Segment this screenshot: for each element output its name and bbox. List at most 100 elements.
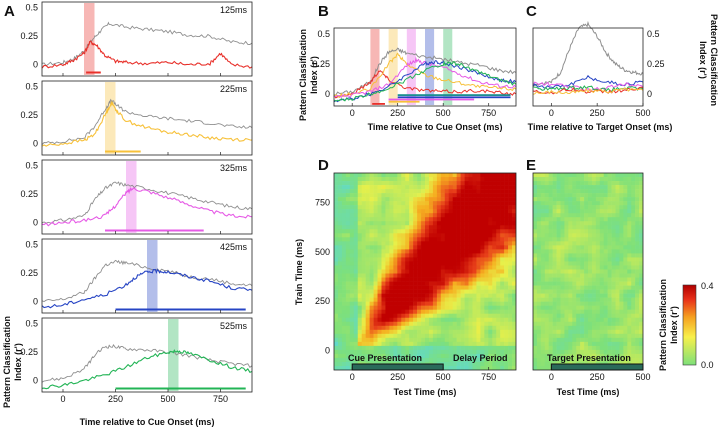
panel-d-cell [341, 321, 347, 327]
panel-e-cell [611, 189, 616, 194]
panel-d-cell [460, 209, 465, 214]
panel-d-cell [341, 333, 347, 339]
panel-e-cell [599, 181, 605, 186]
panel-d-cell [472, 313, 477, 319]
panel-d-cell [476, 301, 481, 306]
panel-d-cell [373, 233, 378, 238]
panel-d-cell [472, 365, 477, 370]
panel-d-cell [377, 173, 382, 178]
panel-d-cell [393, 209, 398, 214]
panel-d-cell [337, 241, 343, 246]
panel-d-cell [452, 309, 457, 315]
panel-d-cell [484, 209, 489, 214]
panel-e-cell [552, 353, 557, 359]
panel-d-cell [500, 177, 505, 182]
panel-e-cell [611, 341, 616, 347]
panel-d-cell [409, 285, 414, 290]
panel-d-cell [417, 349, 422, 355]
panel-d-cell [492, 337, 497, 343]
panel-d-cell [452, 269, 457, 274]
panel-d-cell [413, 261, 418, 266]
panel-e-cell [540, 229, 546, 234]
panel-d-cell [480, 293, 485, 298]
panel-e-cell [536, 257, 542, 262]
panel-e-cell [623, 225, 628, 230]
panel-e-cell [552, 269, 557, 274]
panel-e-cell [580, 221, 585, 226]
panel-e-cell [560, 193, 565, 198]
panel-d-cell [500, 341, 505, 347]
panel-e-cell [556, 229, 561, 234]
panel-d-cell [448, 365, 453, 370]
panel-d-cell [476, 205, 481, 210]
panel-d-cell [425, 341, 430, 347]
panel-e-cell [595, 237, 601, 242]
panel-e-cell [576, 209, 581, 214]
panel-e-cell [603, 189, 608, 194]
panel-d-cell [480, 265, 485, 270]
panel-e-cell [611, 177, 616, 182]
panel-d-cell [488, 361, 493, 367]
panel-d-cell [353, 173, 359, 178]
panel-d-cell [334, 225, 339, 230]
panel-e-cell [588, 233, 593, 238]
panel-d-cell [385, 237, 390, 242]
panel-d-cell [428, 349, 434, 355]
panel-d-cell [405, 341, 410, 347]
panel-d-cell [492, 233, 497, 238]
panel-e-cell [588, 285, 593, 290]
panel-d-cell [405, 293, 410, 298]
panel-e-cell [603, 257, 608, 262]
panel-e-cell [580, 345, 585, 351]
panel-d-cell [341, 357, 347, 363]
panel-e-cell [603, 193, 608, 198]
panel-d-cell [488, 233, 493, 238]
panel-d-cell [345, 325, 351, 331]
panel-d-cell [452, 177, 457, 182]
panel-d-cell [393, 341, 398, 347]
panel-e-cell [595, 189, 601, 194]
panel-d-cell [464, 197, 469, 202]
panel-e-cell [627, 177, 632, 182]
panel-e-cell [631, 225, 636, 230]
panel-d-cell [413, 329, 418, 335]
panel-e-cell [533, 337, 538, 343]
panel-d-cell [353, 245, 359, 250]
panel-e-cell [599, 325, 605, 331]
panel-d-cell [385, 177, 390, 182]
panel-e-cell [560, 289, 565, 294]
panel-d-cell [345, 225, 351, 230]
panel-e-cell [615, 357, 620, 363]
panel-d-cell [504, 269, 509, 274]
panel-e-cell [568, 241, 573, 246]
panel-d-cell [432, 265, 438, 270]
panel-d-cell [425, 293, 430, 298]
panel-e-cell [595, 353, 601, 359]
panel-d-cell [421, 353, 426, 359]
panel-d-cell [488, 313, 493, 319]
panel-d-cell [345, 269, 351, 274]
panel-d-cell [484, 261, 489, 266]
panel-e-cell [595, 317, 601, 323]
panel-d-cell [476, 361, 481, 367]
panel-e-cell [599, 285, 605, 290]
panel-d-cell [512, 261, 516, 266]
colorbar-bottom-label: 0.0 [701, 360, 714, 370]
panel-d-cell [381, 321, 386, 327]
panel-d-cell [369, 233, 374, 238]
panel-a-1-ytick-2: 0.5 [25, 82, 38, 92]
panel-e-cell [603, 173, 608, 178]
panel-e-cell [603, 341, 608, 347]
panel-d-cell [456, 309, 461, 315]
panel-e-cell [572, 261, 577, 266]
panel-d-cell [484, 213, 489, 218]
panel-d-cell [417, 333, 422, 339]
panel-e-cell [623, 253, 628, 258]
panel-d-cell [377, 237, 382, 242]
panel-e-cell [611, 345, 616, 351]
panel-e-cell [580, 209, 585, 214]
panel-d-cell [448, 297, 453, 302]
panel-d-cell [425, 209, 430, 214]
panel-d-cell [512, 345, 516, 351]
panel-c-xlabel: Time relative to Target Onset (ms) [528, 122, 673, 132]
